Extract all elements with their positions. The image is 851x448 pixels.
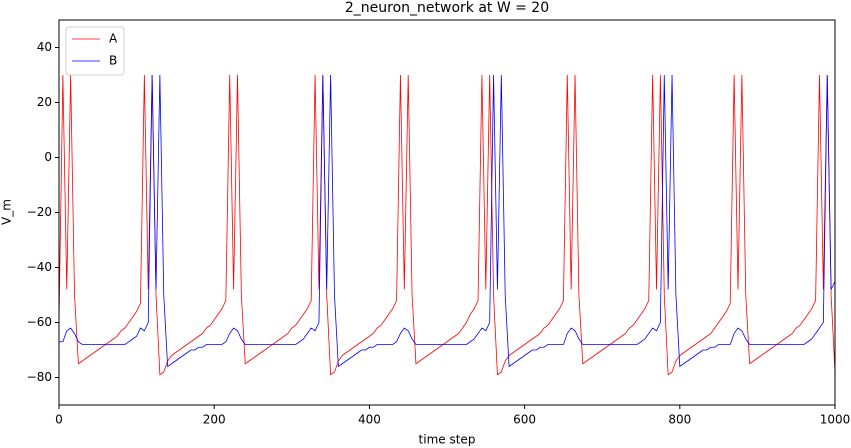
y-tick-label: 40 (37, 40, 52, 54)
series-line (58, 74, 836, 376)
x-axis-label: time step (419, 433, 476, 447)
y-axis-label: V_m (0, 199, 14, 225)
x-tick-label: 200 (203, 413, 226, 427)
legend: AB (65, 26, 125, 76)
x-tick-label: 800 (668, 413, 691, 427)
x-tick-label: 400 (358, 413, 381, 427)
y-tick-label: −60 (27, 315, 52, 329)
x-tick-label: 0 (55, 413, 63, 427)
x-tick-label: 1000 (820, 413, 851, 427)
y-tick-label: 20 (37, 95, 52, 109)
series-line (59, 74, 836, 368)
plot-frame (58, 19, 836, 406)
legend-label: B (109, 54, 117, 68)
y-tick-label: 0 (44, 150, 52, 164)
chart-title: 2_neuron_network at W = 20 (345, 0, 549, 16)
legend-label: A (109, 32, 118, 46)
y-tick-label: −40 (27, 260, 52, 274)
y-tick-label: −80 (27, 370, 52, 384)
y-tick-label: −20 (27, 205, 52, 219)
x-tick-label: 600 (513, 413, 536, 427)
